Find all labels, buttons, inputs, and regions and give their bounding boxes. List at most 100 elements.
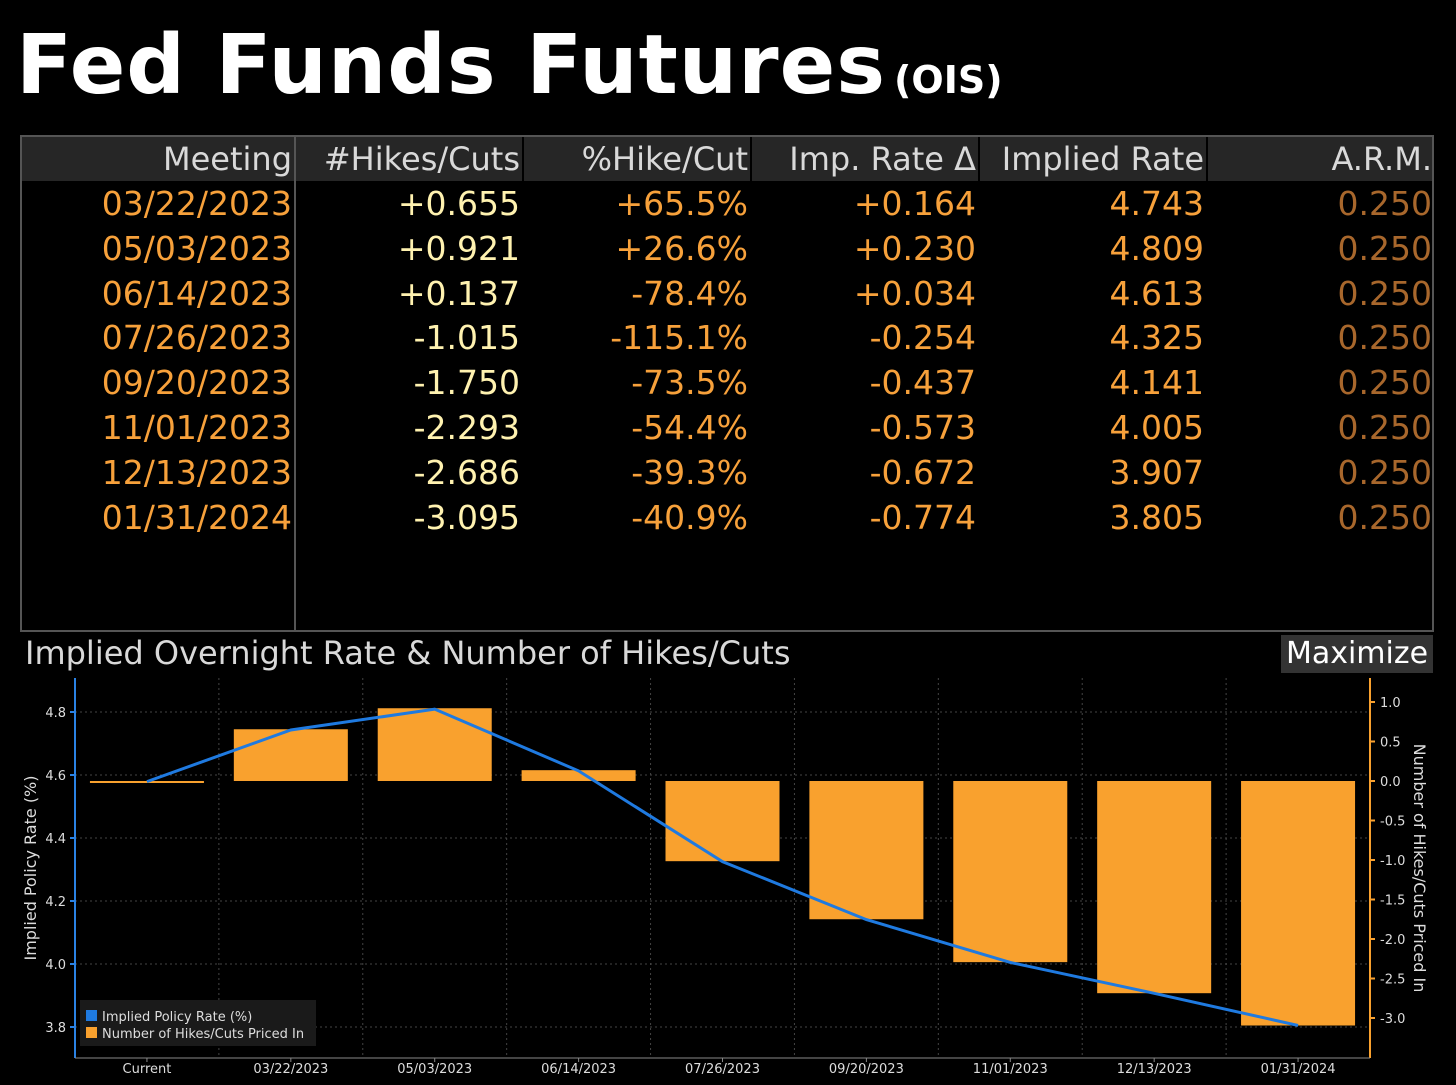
left-axis-title: Implied Policy Rate (%)	[21, 775, 40, 960]
line-implied-policy-rate	[146, 707, 1299, 1027]
cell-meeting: 09/20/2023	[101, 363, 292, 403]
title-subtitle: (OIS)	[894, 58, 1003, 102]
table-row[interactable]: 12/13/2023 -2.686 -39.3% -0.672 3.907 0.250	[22, 450, 1432, 495]
cell-pct-hike-cut: +26.6%	[615, 228, 748, 268]
x-tick-label: 01/31/2024	[1261, 1062, 1336, 1077]
title-main: Fed Funds Futures	[16, 18, 887, 113]
bar-hikes-cuts	[809, 781, 924, 920]
cell-pct-hike-cut: -40.9%	[631, 497, 748, 537]
cell-meeting: 12/13/2023	[101, 452, 292, 492]
table-row[interactable]: 05/03/2023 +0.921 +26.6% +0.230 4.809 0.250	[22, 226, 1432, 271]
chart-title: Implied Overnight Rate & Number of Hikes…	[25, 634, 791, 672]
right-tick-label: -2.5	[1380, 973, 1405, 988]
bar-hikes-cuts	[89, 781, 204, 783]
bar-hikes-cuts	[521, 770, 636, 781]
cell-implied-rate: 4.141	[1109, 363, 1204, 403]
left-tick-label: 3.8	[45, 1021, 66, 1036]
column-header-hikes-cuts[interactable]: #Hikes/Cuts	[323, 140, 520, 178]
cell-pct-hike-cut: +65.5%	[615, 184, 748, 223]
x-tick-label: 11/01/2023	[973, 1062, 1048, 1077]
cell-imp-rate-delta: -0.437	[869, 363, 976, 403]
right-tick-label: 0.0	[1380, 775, 1401, 790]
bar-hikes-cuts	[1241, 781, 1356, 1026]
x-tick-label: 12/13/2023	[1117, 1062, 1192, 1077]
cell-pct-hike-cut: -54.4%	[631, 408, 748, 447]
legend-swatch-line	[86, 1010, 97, 1021]
cell-implied-rate: 3.907	[1109, 452, 1204, 492]
cell-pct-hike-cut: -73.5%	[631, 363, 748, 403]
header-separator	[978, 137, 980, 181]
table-row[interactable]: 03/22/2023 +0.655 +65.5% +0.164 4.743 0.250	[22, 181, 1432, 226]
maximize-button[interactable]: Maximize	[1281, 635, 1433, 673]
x-tick-label: 05/03/2023	[397, 1062, 472, 1077]
right-tick-label: -2.0	[1380, 933, 1405, 948]
column-header-arm[interactable]: A.R.M.	[1331, 140, 1432, 178]
table-row[interactable]: 11/01/2023 -2.293 -54.4% -0.573 4.005 0.250	[22, 405, 1432, 450]
cell-pct-hike-cut: -39.3%	[631, 452, 748, 492]
table-row[interactable]: 06/14/2023 +0.137 -78.4% +0.034 4.613 0.250	[22, 271, 1432, 316]
cell-imp-rate-delta: +0.230	[853, 228, 976, 268]
column-header-meeting[interactable]: Meeting	[162, 140, 292, 178]
cell-hikes-cuts: -3.095	[413, 497, 520, 537]
left-tick-label: 4.0	[45, 958, 66, 973]
table-row[interactable]: 07/26/2023 -1.015 -115.1% -0.254 4.325 0.250	[22, 315, 1432, 360]
cell-hikes-cuts: +0.921	[397, 228, 520, 268]
cell-arm: 0.250	[1337, 318, 1432, 358]
bar-hikes-cuts	[953, 781, 1068, 963]
x-tick-label: 09/20/2023	[829, 1062, 904, 1077]
cell-meeting: 05/03/2023	[101, 228, 292, 268]
x-tick-label: 06/14/2023	[541, 1062, 616, 1077]
cell-imp-rate-delta: -0.672	[869, 452, 976, 492]
bar-hikes-cuts	[1097, 781, 1212, 994]
right-tick-label: -0.5	[1380, 815, 1405, 830]
legend-label-bar: Number of Hikes/Cuts Priced In	[102, 1027, 304, 1042]
table-row[interactable]: 01/31/2024 -3.095 -40.9% -0.774 3.805 0.250	[22, 495, 1432, 540]
page-title: Fed Funds Futures (OIS)	[16, 18, 1003, 118]
cell-pct-hike-cut: -78.4%	[631, 273, 748, 313]
cell-meeting: 06/14/2023	[101, 273, 292, 313]
column-header-implied-rate[interactable]: Implied Rate	[1001, 140, 1204, 178]
cell-pct-hike-cut: -115.1%	[610, 318, 748, 358]
legend-label-line: Implied Policy Rate (%)	[102, 1010, 252, 1025]
right-tick-label: -1.5	[1380, 894, 1405, 909]
table-header: Meeting #Hikes/Cuts %Hike/Cut Imp. Rate Δ Im…	[22, 137, 1432, 181]
cell-arm: 0.250	[1337, 497, 1432, 537]
left-tick-label: 4.8	[45, 706, 66, 721]
cell-hikes-cuts: -1.750	[413, 363, 520, 403]
futures-table: Meeting #Hikes/Cuts %Hike/Cut Imp. Rate Δ Im…	[20, 135, 1434, 632]
cell-imp-rate-delta: +0.034	[853, 273, 976, 313]
bar-hikes-cuts	[665, 781, 780, 862]
cell-arm: 0.250	[1337, 452, 1432, 492]
cell-arm: 0.250	[1337, 363, 1432, 403]
meeting-column-divider	[294, 137, 296, 630]
legend-swatch-bar	[86, 1027, 97, 1038]
x-tick-label: 07/26/2023	[685, 1062, 760, 1077]
cell-implied-rate: 4.325	[1109, 318, 1204, 358]
cell-implied-rate: 4.809	[1109, 228, 1204, 268]
cell-hikes-cuts: -2.293	[413, 408, 520, 447]
cell-meeting: 11/01/2023	[101, 408, 292, 447]
cell-imp-rate-delta: -0.573	[869, 408, 976, 447]
column-header-pct-hike-cut[interactable]: %Hike/Cut	[581, 140, 748, 178]
cell-arm: 0.250	[1337, 273, 1432, 313]
cell-arm: 0.250	[1337, 408, 1432, 447]
cell-imp-rate-delta: -0.254	[869, 318, 976, 358]
cell-hikes-cuts: +0.137	[397, 273, 520, 313]
cell-implied-rate: 3.805	[1109, 497, 1204, 537]
header-separator	[1206, 137, 1208, 181]
right-tick-label: 0.5	[1380, 736, 1401, 751]
left-tick-label: 4.2	[45, 895, 66, 910]
x-tick-label: 03/22/2023	[253, 1062, 328, 1077]
table-row[interactable]: 09/20/2023 -1.750 -73.5% -0.437 4.141 0.250	[22, 360, 1432, 405]
left-tick-label: 4.6	[45, 769, 66, 784]
left-tick-label: 4.4	[45, 832, 66, 847]
column-header-imp-rate-delta[interactable]: Imp. Rate Δ	[789, 140, 976, 178]
cell-arm: 0.250	[1337, 228, 1432, 268]
cell-meeting: 07/26/2023	[101, 318, 292, 358]
cell-meeting: 03/22/2023	[101, 184, 292, 223]
legend-box	[80, 1000, 316, 1046]
bar-hikes-cuts	[233, 729, 348, 781]
bar-hikes-cuts	[377, 708, 492, 781]
cell-hikes-cuts: +0.655	[397, 184, 520, 223]
